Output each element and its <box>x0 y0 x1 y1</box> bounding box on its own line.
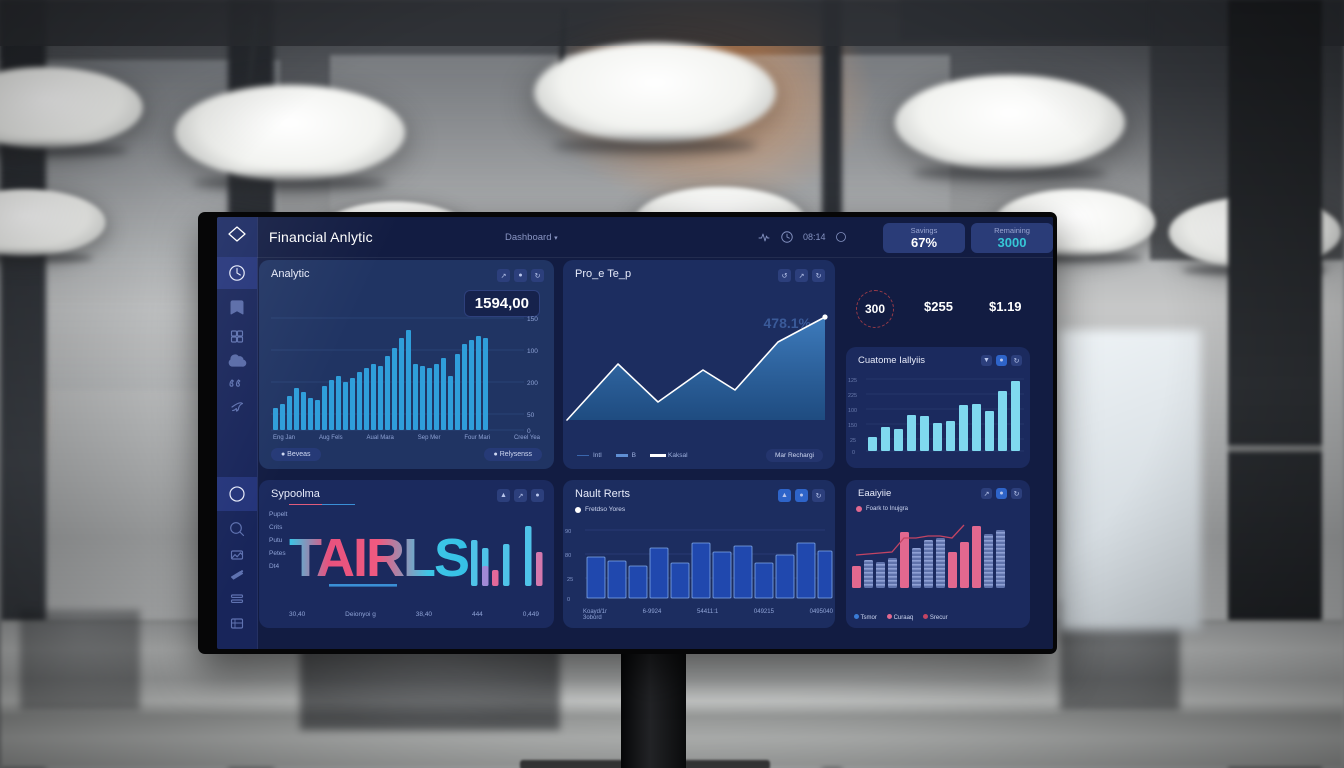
svg-text:TAIRLS: TAIRLS <box>289 528 468 588</box>
svg-text:0: 0 <box>527 428 531 435</box>
svg-text:90: 90 <box>565 529 571 535</box>
svg-text:150: 150 <box>527 316 538 323</box>
svg-text:25: 25 <box>567 577 573 583</box>
svg-text:225: 225 <box>848 393 857 399</box>
svg-text:150: 150 <box>848 423 857 429</box>
svg-text:125: 125 <box>848 378 857 384</box>
svg-text:25: 25 <box>850 438 856 444</box>
svg-text:0: 0 <box>852 450 855 456</box>
svg-text:0: 0 <box>567 597 570 603</box>
svg-text:200: 200 <box>527 380 538 387</box>
svg-text:100: 100 <box>527 348 538 355</box>
svg-text:100: 100 <box>848 408 857 414</box>
svg-text:80: 80 <box>565 553 571 559</box>
svg-text:50: 50 <box>527 412 535 419</box>
